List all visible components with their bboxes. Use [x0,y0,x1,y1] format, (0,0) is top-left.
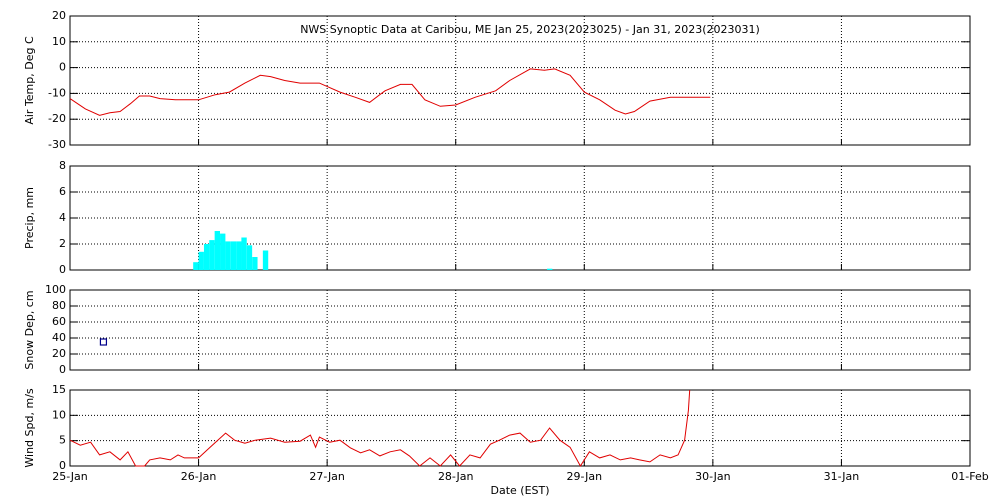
bar [225,241,231,270]
y-tick-label: 0 [59,263,66,276]
chart-title: NWS Synoptic Data at Caribou, ME Jan 25,… [300,23,760,36]
bar [220,233,226,270]
bar [236,241,242,270]
y-tick-label: 100 [45,283,66,296]
x-tick-label: 29-Jan [567,470,603,483]
y-tick-label: 10 [52,408,66,421]
y-tick-label: -20 [48,112,66,125]
plot-frame [69,289,971,371]
x-tick-label: 30-Jan [695,470,731,483]
y-tick-label: -30 [48,138,66,151]
y-tick-label: 0 [59,363,66,376]
y-tick-label: 2 [59,237,66,250]
bar [252,257,258,270]
data-line [69,389,691,467]
y-tick-label: 0 [59,61,66,74]
bar [262,250,269,270]
bar [241,237,247,270]
y-axis-label: Wind Spd, m/s [23,388,36,468]
bar [246,245,253,270]
plot-frame [69,165,971,271]
y-tick-label: 5 [59,434,66,447]
y-tick-label: 80 [52,299,66,312]
x-tick-label: 27-Jan [309,470,345,483]
x-axis-label: Date (EST) [490,484,549,497]
plot-frame [69,389,971,467]
y-tick-label: 8 [59,159,66,172]
y-tick-label: 20 [52,9,66,22]
bar [209,240,215,270]
y-tick-label: 0 [59,459,66,472]
plot-frame [69,15,971,146]
x-tick-label: 26-Jan [181,470,217,483]
bar [193,262,199,270]
y-axis-label: Air Temp, Deg C [23,36,36,125]
y-tick-label: -10 [48,86,66,99]
x-tick-label: 31-Jan [824,470,860,483]
y-tick-label: 15 [52,383,66,396]
bar [214,231,220,270]
x-tick-label: 25-Jan [52,470,88,483]
x-tick-label: 01-Feb [951,470,988,483]
bar [547,268,553,270]
y-tick-label: 4 [59,211,66,224]
y-tick-label: 20 [52,347,66,360]
y-axis-label: Precip, mm [23,187,36,249]
scatter-point [99,338,108,346]
data-line [69,68,711,116]
x-tick-label: 28-Jan [438,470,474,483]
y-tick-label: 40 [52,331,66,344]
y-tick-label: 60 [52,315,66,328]
bar [198,251,204,270]
y-tick-label: 6 [59,185,66,198]
bar [230,241,237,270]
y-tick-label: 10 [52,35,66,48]
y-axis-label: Snow Dep, cm [23,290,36,369]
bar [203,244,210,270]
